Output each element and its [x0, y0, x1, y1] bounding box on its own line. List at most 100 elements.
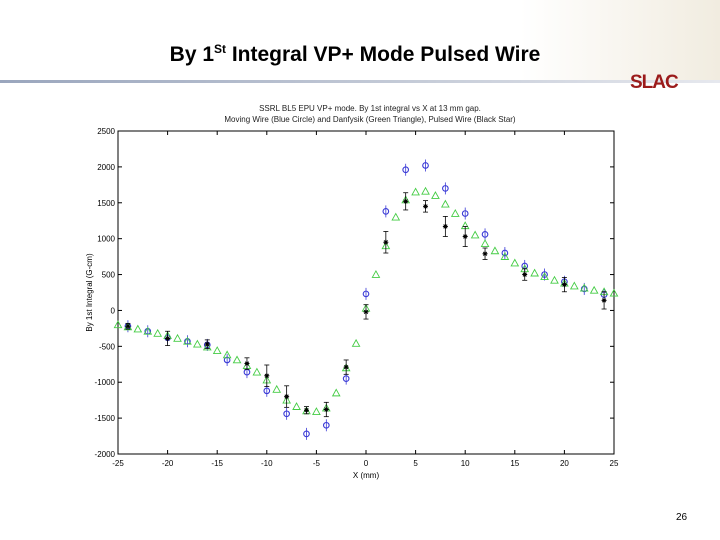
chart-title: SSRL BL5 EPU VP+ mode. By 1st integral v… — [259, 104, 481, 113]
slide-title-main: By 1 — [169, 43, 215, 66]
danfysik-point — [113, 320, 123, 329]
chart-title-block: SSRL BL5 EPU VP+ mode. By 1st integral v… — [80, 103, 660, 125]
danfysik-point — [411, 187, 420, 196]
moving-wire-point — [541, 271, 548, 278]
pulsed-wire-point — [522, 272, 528, 278]
moving-wire-point — [283, 410, 290, 418]
y-tick-label: -1500 — [95, 414, 116, 423]
chart-axes: -25 -20 -15 -10 -5 0 5 10 15 20 25 2500 2000 1500 1000… — [85, 127, 619, 480]
moving-wire-point — [442, 185, 449, 192]
danfysik-point — [391, 212, 401, 221]
danfysik-point — [252, 367, 262, 376]
y-tick-label: -1000 — [95, 378, 116, 387]
danfysik-point — [450, 209, 460, 217]
title-divider — [0, 80, 720, 83]
moving-wire-point — [461, 210, 469, 217]
y-tick-label: 2000 — [97, 163, 115, 172]
danfysik-point — [173, 333, 182, 342]
chart-marks — [113, 159, 619, 440]
x-tick-label: -25 — [112, 459, 124, 468]
danfysik-point — [133, 324, 143, 333]
danfysik-point — [440, 199, 450, 208]
danfysik-point — [609, 288, 619, 297]
x-tick-label: 10 — [461, 459, 470, 468]
pulsed-wire-point — [165, 335, 171, 341]
x-tick-label: -5 — [313, 459, 321, 468]
moving-wire-point — [303, 430, 310, 438]
danfysik-point — [510, 258, 520, 267]
pulsed-wire-point — [343, 364, 349, 370]
slide-title: By 1St Integral VP+ Mode Pulsed Wire — [0, 42, 710, 67]
y-tick-label: -2000 — [95, 450, 116, 459]
pulsed-wire-point — [442, 223, 448, 229]
pulsed-wire-point — [264, 373, 270, 379]
pulsed-wire-point — [403, 198, 409, 204]
danfysik-point — [183, 336, 192, 345]
moving-wire-point — [342, 375, 350, 382]
y-tick-label: 0 — [111, 306, 116, 315]
y-tick-label: 1500 — [97, 199, 115, 208]
danfysik-point — [312, 407, 321, 415]
danfysik-point — [331, 388, 341, 397]
y-tick-label: 2500 — [97, 127, 115, 136]
danfysik-point — [371, 270, 381, 278]
chart-subtitle: Moving Wire (Blue Circle) and Danfysik (… — [224, 115, 516, 124]
danfysik-point — [569, 281, 579, 290]
pulsed-wire-point — [303, 407, 309, 413]
danfysik-point — [143, 326, 153, 335]
corner-decoration — [520, 0, 720, 80]
danfysik-point — [421, 186, 430, 195]
pulsed-wire-point — [561, 282, 567, 288]
moving-wire-point — [481, 231, 489, 238]
danfysik-point — [272, 384, 282, 393]
danfysik-point — [431, 191, 440, 199]
danfysik-point — [480, 239, 490, 248]
moving-wire-point — [362, 290, 370, 298]
y-tick-label: -500 — [99, 342, 116, 351]
x-tick-label: 20 — [560, 459, 569, 468]
danfysik-point — [212, 346, 222, 354]
pulsed-wire-point — [323, 406, 329, 412]
slide-title-rest: Integral VP+ Mode Pulsed Wire — [226, 43, 541, 66]
moving-wire-point — [223, 356, 231, 364]
x-tick-label: -15 — [211, 459, 223, 468]
pulsed-wire-point — [284, 394, 290, 400]
slide-title-superscript: St — [214, 42, 227, 56]
danfysik-point — [153, 328, 163, 337]
y-axis-label: By 1st Integral (G-cm) — [85, 253, 94, 332]
pulsed-wire-point — [423, 203, 429, 209]
y-tick-label: 1000 — [97, 235, 115, 244]
danfysik-point — [232, 355, 242, 364]
pulsed-wire-point — [125, 323, 131, 329]
danfysik-point — [550, 275, 559, 284]
x-tick-label: 25 — [610, 459, 619, 468]
danfysik-point — [500, 252, 510, 260]
x-tick-label: 5 — [413, 459, 418, 468]
danfysik-point — [192, 339, 202, 348]
pulsed-wire-point — [601, 297, 607, 303]
moving-wire-point — [382, 208, 390, 215]
x-tick-label: -20 — [162, 459, 174, 468]
moving-wire-point — [322, 421, 330, 429]
pulsed-wire-point — [244, 361, 250, 367]
moving-wire-point — [501, 249, 509, 257]
moving-wire-point — [402, 166, 410, 174]
pulsed-wire-point — [462, 234, 468, 240]
pulsed-wire-point — [383, 239, 389, 245]
danfysik-point — [470, 230, 480, 239]
pulsed-wire-point — [482, 251, 488, 257]
danfysik-point — [530, 268, 540, 277]
danfysik-point — [202, 342, 212, 351]
pulsed-wire-point — [363, 309, 369, 315]
danfysik-point — [540, 272, 549, 281]
x-axis-label: X (mm) — [353, 471, 380, 480]
danfysik-point — [579, 283, 589, 292]
x-tick-label: 0 — [364, 459, 369, 468]
y-tick-label: 500 — [102, 271, 116, 280]
slac-logo: SLAC — [630, 72, 679, 93]
danfysik-point — [490, 246, 500, 255]
danfysik-point — [222, 350, 232, 359]
x-tick-label: -10 — [261, 459, 273, 468]
moving-wire-point — [263, 387, 271, 395]
